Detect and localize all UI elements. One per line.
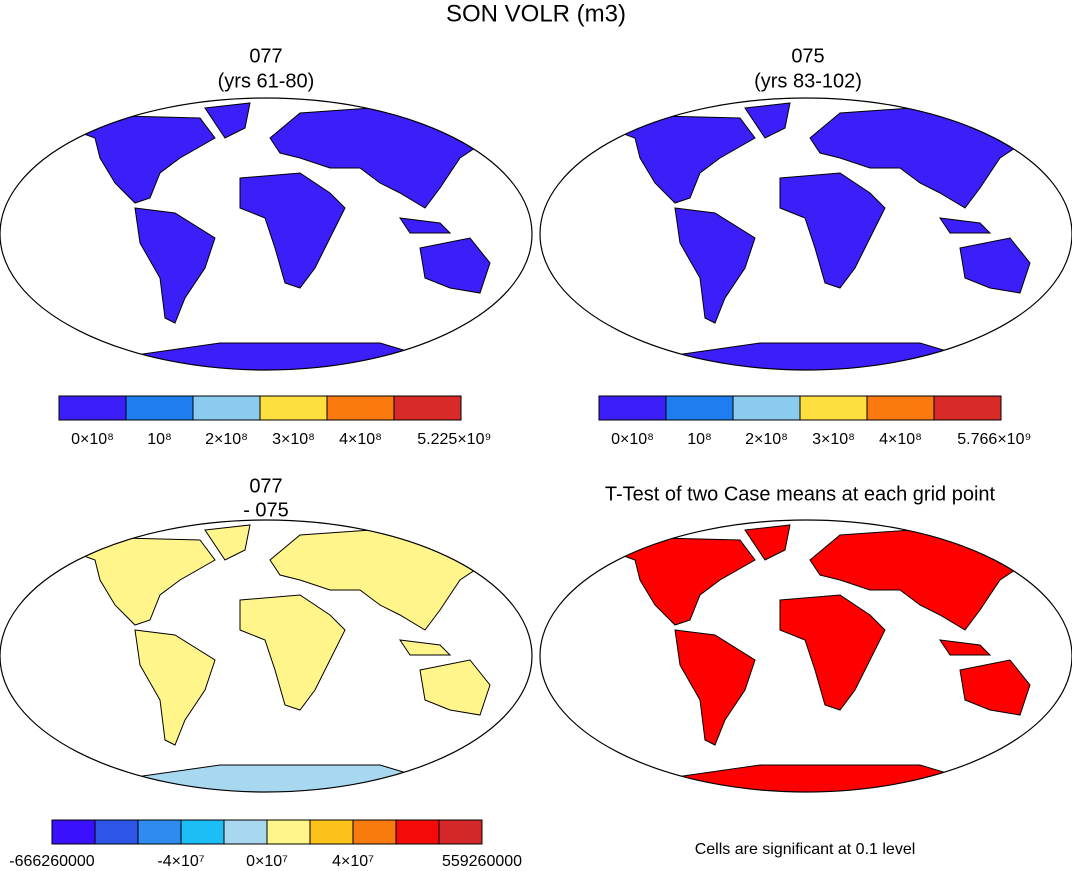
colorbar-label: 5.225×10⁹ xyxy=(417,431,491,448)
colorbar-box xyxy=(438,819,483,845)
colorbar-box xyxy=(309,819,354,845)
colorbar-box xyxy=(866,395,935,421)
colorbar-box xyxy=(665,395,734,421)
colorbar-box xyxy=(933,395,1002,421)
panel-title: 077 xyxy=(249,45,282,67)
colorbar-box xyxy=(51,819,96,845)
colorbar-label: 5.766×10⁹ xyxy=(957,431,1031,448)
colorbar-label: 0×10⁸ xyxy=(611,431,654,448)
colorbar-box xyxy=(94,819,139,845)
colorbar-box xyxy=(326,395,395,421)
colorbar-label: 4×10⁷ xyxy=(332,853,374,870)
colorbar-label: 4×10⁸ xyxy=(879,431,922,448)
map-panel xyxy=(0,97,533,371)
colorbar-label: -4×10⁷ xyxy=(157,853,204,870)
colorbar-label: 3×10⁸ xyxy=(272,431,315,448)
colorbar-label: 3×10⁸ xyxy=(812,431,855,448)
figure-title: SON VOLR (m3) xyxy=(446,0,626,27)
map-panel xyxy=(0,519,533,793)
colorbar-box xyxy=(125,395,194,421)
panel-note: Cells are significant at 0.1 level xyxy=(695,841,916,858)
colorbar-label: 0×10⁸ xyxy=(71,431,114,448)
map-panel xyxy=(539,519,1072,793)
panel-subtitle: (yrs 61-80) xyxy=(218,70,315,92)
colorbar-label: 0×10⁷ xyxy=(246,853,288,870)
colorbar-box xyxy=(259,395,328,421)
colorbar-label: 559260000 xyxy=(442,853,522,870)
colorbar-box xyxy=(799,395,868,421)
panel-title: 077 xyxy=(249,475,282,497)
colorbar-label: 10⁸ xyxy=(687,431,712,448)
colorbar-box xyxy=(180,819,225,845)
colorbar-label: 10⁸ xyxy=(147,431,172,448)
colorbar-label: 4×10⁸ xyxy=(339,431,382,448)
colorbar-box xyxy=(137,819,182,845)
colorbar-label: 2×10⁸ xyxy=(205,431,248,448)
panel-subtitle: (yrs 83-102) xyxy=(754,70,862,92)
colorbar-label: 2×10⁸ xyxy=(745,431,788,448)
colorbar-box xyxy=(352,819,397,845)
panel-title: 075 xyxy=(791,45,824,67)
colorbar-box xyxy=(395,819,440,845)
colorbar-box xyxy=(393,395,462,421)
colorbar-box xyxy=(58,395,127,421)
map-panel xyxy=(539,97,1072,371)
colorbar-label: -666260000 xyxy=(9,853,95,870)
colorbar-box xyxy=(223,819,268,845)
panel-title: T-Test of two Case means at each grid po… xyxy=(605,483,996,505)
colorbar-box xyxy=(192,395,261,421)
colorbar-box xyxy=(732,395,801,421)
colorbar-box xyxy=(266,819,311,845)
panel-subtitle: - 075 xyxy=(243,499,289,521)
colorbar-box xyxy=(598,395,667,421)
